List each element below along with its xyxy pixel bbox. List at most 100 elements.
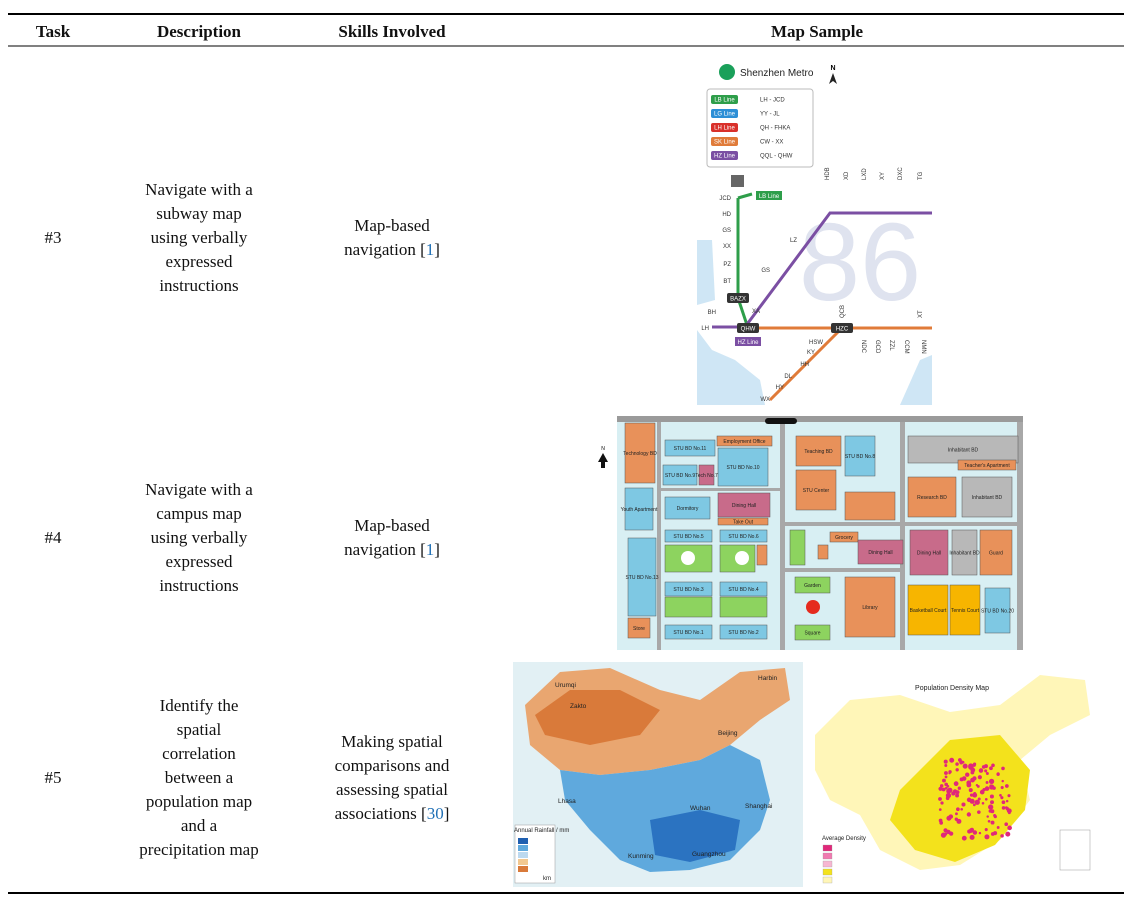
city-label: Guangzhou — [692, 851, 726, 858]
road — [900, 422, 905, 650]
density-dot — [955, 793, 960, 798]
road — [780, 422, 785, 650]
station-label: QCB — [840, 305, 846, 318]
citation[interactable]: 30 — [427, 804, 444, 823]
density-dot — [938, 808, 942, 811]
density-dot — [1001, 779, 1004, 783]
line-tag-label: LB Line — [759, 194, 780, 200]
skills-text: ] — [444, 804, 450, 823]
building — [957, 459, 1017, 471]
density-dot — [955, 812, 958, 816]
building-label: Inhabitant BD — [949, 551, 980, 557]
citation[interactable]: 1 — [426, 540, 435, 559]
building-label: STU BD No.10 — [726, 465, 759, 471]
description-line: Navigate with a — [145, 480, 253, 499]
density-dot — [969, 793, 974, 797]
legend-pill — [711, 123, 738, 132]
building — [664, 439, 716, 457]
campus-area — [756, 544, 768, 566]
density-dot — [940, 801, 944, 805]
building-label: Square — [804, 631, 820, 637]
skills-text: ] — [434, 540, 440, 559]
metro-logo — [719, 64, 735, 80]
density-dot — [1000, 834, 1004, 838]
description-line: using verbally — [151, 528, 248, 547]
building — [857, 539, 904, 565]
legend-pill — [711, 109, 738, 118]
building-label: Tennis Court — [951, 608, 980, 614]
interchange-label: HZC — [836, 327, 849, 333]
station-label: XY — [880, 172, 886, 180]
density-dot — [1001, 806, 1006, 810]
legend-swatch — [822, 852, 833, 860]
station-label: GS — [761, 268, 770, 274]
density-dot — [985, 781, 989, 784]
density-dot — [949, 757, 955, 763]
density-dot — [1001, 800, 1006, 805]
building-label: STU BD No.11 — [674, 446, 707, 452]
land-dense — [890, 735, 1030, 862]
density-dot — [949, 831, 954, 836]
building — [949, 584, 981, 636]
subway-map: 86 Shenzhen Metro N LB Line LH - JCD LG Line Y… — [697, 55, 932, 405]
building-label: Tech No.7 — [695, 473, 718, 479]
building — [979, 529, 1013, 576]
density-dot — [1000, 796, 1004, 800]
legend-box — [706, 88, 814, 168]
building-label: STU BD No.8 — [845, 454, 876, 460]
density-dot — [984, 797, 988, 801]
station-label: GCD — [874, 340, 880, 354]
interchange — [831, 323, 853, 333]
station-label: GS — [722, 228, 731, 234]
density-dot — [938, 786, 943, 791]
station-label: ZZL — [888, 340, 894, 351]
building-label: Teaching BD — [804, 449, 833, 455]
density-dot — [944, 771, 948, 775]
density-dot — [947, 787, 953, 793]
density-dot — [961, 802, 966, 807]
density-dot — [985, 771, 989, 775]
building-label: Dormitory — [677, 506, 699, 512]
water — [697, 240, 715, 305]
skills-line: assessing spatial — [336, 780, 448, 799]
density-dot — [986, 815, 989, 818]
density-dot — [955, 762, 959, 766]
density-dot — [944, 763, 948, 767]
city-label: Kunming — [628, 853, 654, 860]
density-dot — [996, 772, 1000, 776]
density-dot — [978, 831, 982, 835]
building — [829, 531, 859, 543]
density-dot — [988, 809, 992, 813]
legend-line: HZ Line — [714, 154, 736, 160]
building — [716, 435, 773, 447]
citation[interactable]: 1 — [426, 240, 435, 259]
skills-line: navigation [1] — [344, 540, 440, 559]
density-dot — [989, 766, 993, 771]
density-dot — [987, 819, 991, 823]
station-label: DXC — [898, 167, 904, 180]
density-dot — [946, 784, 950, 788]
legend-route: YY - JL — [760, 112, 780, 118]
station-label: WX — [760, 397, 770, 403]
building — [961, 476, 1013, 518]
station-label: CCM — [903, 340, 909, 354]
city-label: Shanghai — [745, 803, 772, 810]
description-line: population map — [146, 792, 252, 811]
legend-route: QH - FHKA — [760, 126, 790, 132]
density-dot — [993, 813, 997, 817]
density-dot — [970, 827, 974, 831]
skills-line: comparisons and — [335, 756, 450, 775]
building-label: Store — [633, 626, 645, 632]
density-dot — [944, 832, 948, 836]
building — [719, 529, 768, 543]
water — [900, 355, 932, 405]
description-line: and a — [181, 816, 218, 835]
north-arrow — [829, 73, 837, 84]
building — [719, 624, 768, 640]
building-label: Dining Hall — [917, 551, 941, 557]
building-label: STU BD No.9 — [665, 473, 696, 479]
density-dot — [977, 810, 981, 814]
building — [664, 529, 713, 543]
building — [951, 529, 978, 576]
density-dot — [981, 765, 986, 769]
